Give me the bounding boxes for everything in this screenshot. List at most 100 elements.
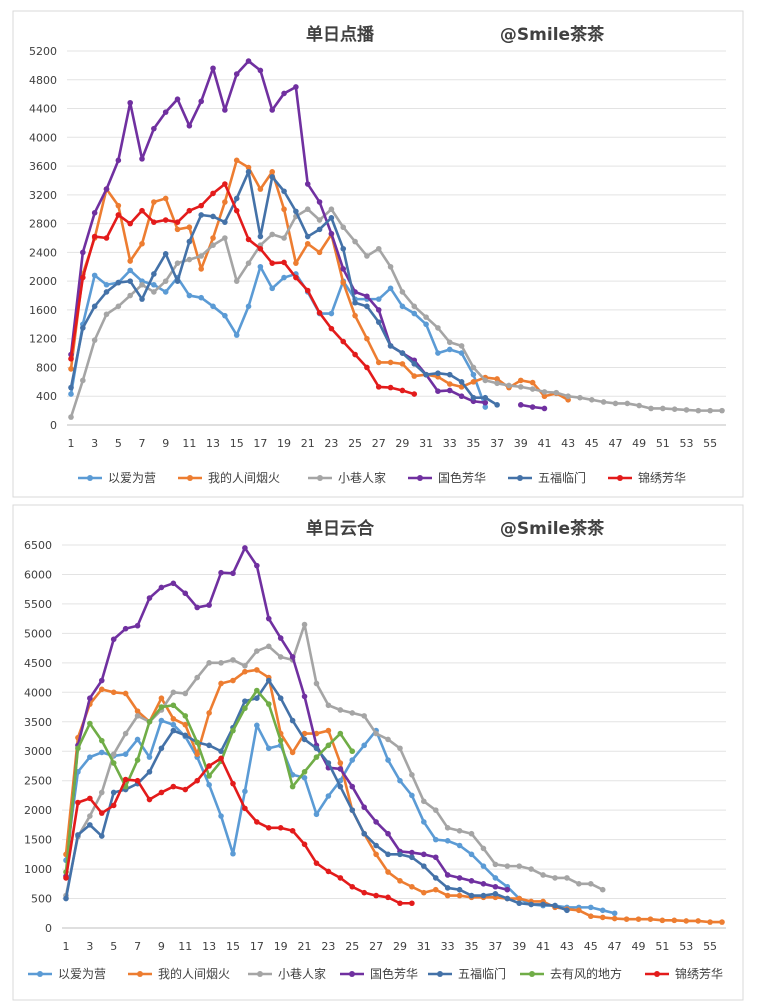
data-point [458,393,465,400]
data-point [517,384,524,390]
data-point [230,850,236,857]
legend-label: 以爱为营 [58,967,106,981]
data-point [301,693,308,700]
data-point [198,253,204,259]
legend-swatch-dot [617,475,623,481]
data-point [482,377,489,384]
data-point [337,730,344,737]
data-point [373,730,379,737]
data-point [399,350,406,356]
data-point [146,718,153,725]
data-point [600,399,607,405]
data-point [68,366,74,372]
data-point [444,885,451,891]
chart-panel-2 [12,504,744,1001]
data-point [257,233,264,240]
data-point [492,875,499,881]
data-point [186,256,193,263]
data-point [387,359,394,366]
legend-label: 去有风的地方 [550,966,622,981]
data-point [375,384,382,390]
data-point [198,294,204,301]
data-point [446,387,453,394]
data-point [254,687,260,694]
data-point [210,65,216,72]
data-point [446,346,453,353]
legend-item: 锦绣芳华 [645,967,723,981]
data-point [588,913,594,920]
data-point [134,708,141,714]
data-point [242,668,248,675]
data-point [91,272,98,279]
data-point [242,705,248,712]
x-tick-label: 9 [162,437,169,450]
data-point [313,680,320,687]
data-point [458,343,465,349]
data-point [707,919,713,925]
y-tick-label: 2500 [24,775,52,788]
data-point [242,662,248,669]
data-point [98,686,105,693]
y-tick-label: 4500 [24,657,52,670]
x-tick-label: 25 [345,940,359,953]
data-point [257,67,264,74]
y-tick-label: 1600 [29,304,57,317]
data-point [103,281,110,288]
data-point [198,202,204,209]
data-point [170,716,177,722]
data-point [635,916,642,922]
data-point [293,260,299,266]
data-point [504,886,511,893]
data-point [446,339,453,346]
data-point [470,371,477,378]
data-point [233,195,240,202]
data-point [375,245,382,252]
data-point [134,736,141,743]
data-point [397,777,403,784]
x-tick-label: 53 [679,437,693,450]
data-point [421,889,427,896]
y-tick-label: 0 [50,419,57,432]
data-point [289,717,296,724]
data-point [432,836,439,843]
data-point [265,677,272,684]
y-tick-label: 4000 [29,131,57,144]
data-point [517,377,524,384]
data-point [186,238,193,245]
x-tick-label: 7 [134,940,141,953]
legend-item: 五福临门 [508,470,586,485]
x-tick-label: 17 [253,437,267,450]
data-point [151,125,157,132]
x-tick-label: 41 [537,437,551,450]
data-point [456,875,463,881]
data-point [80,325,86,331]
data-point [206,773,212,779]
data-point [444,837,451,844]
data-point [529,404,536,410]
legend-item: 我的人间烟火 [128,966,230,981]
data-point [186,224,193,231]
data-point [170,783,177,790]
data-point [683,407,690,413]
data-point [277,737,284,744]
data-point [411,361,418,367]
data-point [316,199,323,205]
data-point [222,199,228,205]
x-tick-label: 41 [536,940,550,953]
data-point [170,727,177,734]
data-point [316,226,323,233]
series-5 [63,677,570,914]
data-point [127,267,133,274]
data-point [206,763,212,769]
data-point [364,335,370,342]
x-tick-label: 53 [679,940,693,953]
data-point [182,786,189,793]
x-tick-label: 55 [703,437,717,450]
data-point [210,303,216,310]
data-point [373,892,379,899]
data-point [146,754,153,760]
data-point [565,393,571,400]
data-point [385,894,391,901]
legend-label: 五福临门 [538,470,586,485]
data-point [624,400,631,407]
